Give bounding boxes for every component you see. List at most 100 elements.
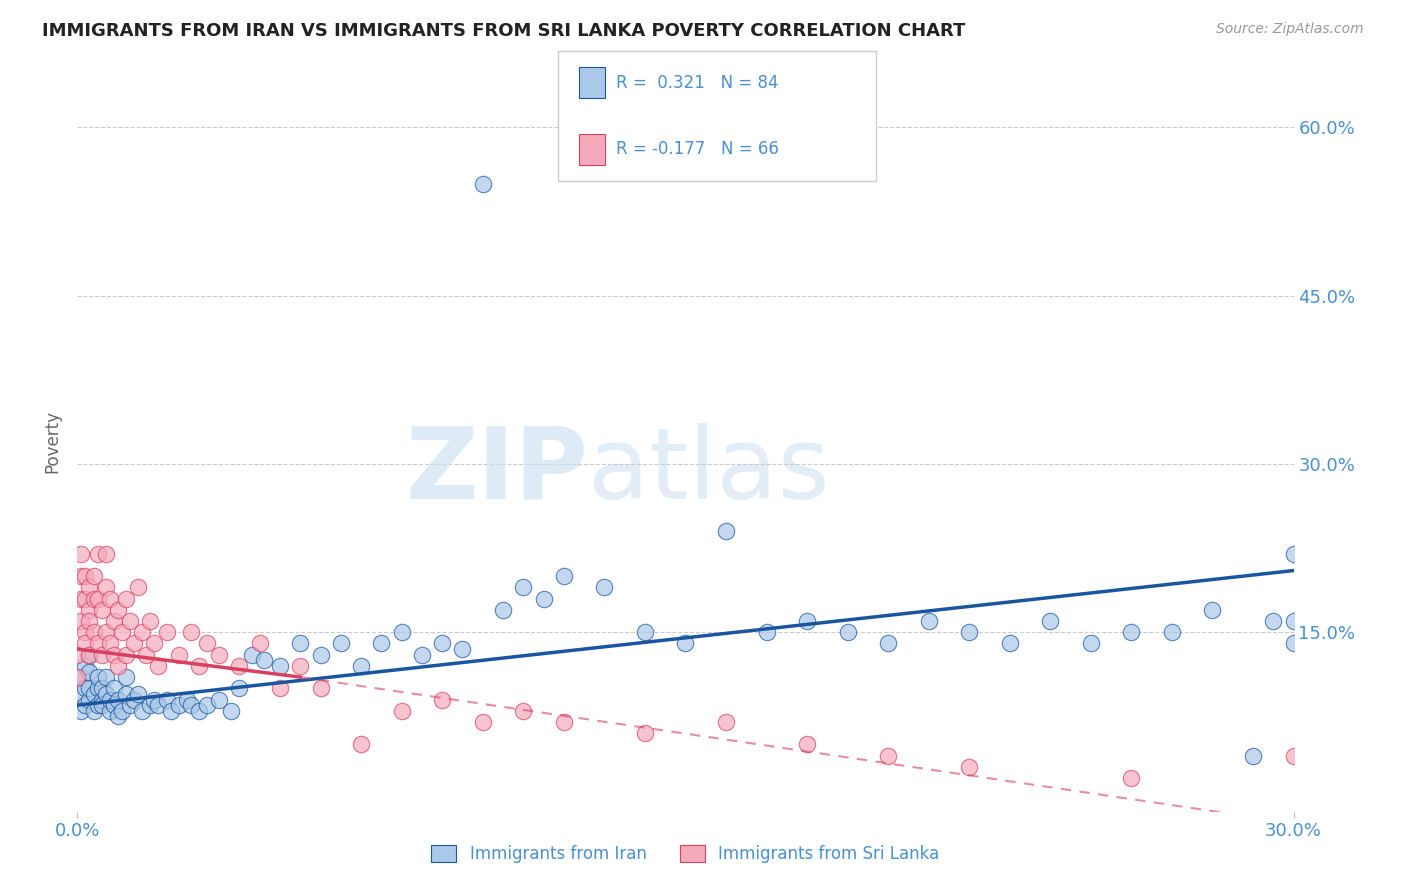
Point xyxy=(94,547,117,561)
Text: Source: ZipAtlas.com: Source: ZipAtlas.com xyxy=(1216,22,1364,37)
Point xyxy=(533,591,555,606)
Point xyxy=(877,636,900,650)
Point xyxy=(86,670,108,684)
Point xyxy=(148,698,170,713)
Point xyxy=(918,614,941,628)
Point xyxy=(143,692,166,706)
Point xyxy=(1263,614,1285,628)
Y-axis label: Poverty: Poverty xyxy=(44,410,62,473)
Point xyxy=(512,704,534,718)
Point xyxy=(70,687,93,701)
Point xyxy=(90,681,112,696)
Point xyxy=(155,625,177,640)
Point xyxy=(79,648,101,662)
Point xyxy=(107,692,129,706)
Point xyxy=(269,681,291,696)
Point xyxy=(195,636,218,650)
Point xyxy=(94,580,117,594)
Point xyxy=(115,670,138,684)
Point xyxy=(471,714,494,729)
Point xyxy=(1080,636,1102,650)
Point xyxy=(208,648,231,662)
Point xyxy=(131,704,153,718)
Text: R = -0.177   N = 66: R = -0.177 N = 66 xyxy=(616,140,779,159)
Point xyxy=(796,738,818,752)
Point xyxy=(195,698,218,713)
Point xyxy=(75,636,97,650)
Point xyxy=(94,625,117,640)
Point xyxy=(957,625,980,640)
Point xyxy=(350,738,373,752)
Point xyxy=(329,636,352,650)
Point xyxy=(634,625,657,640)
Point xyxy=(1201,603,1223,617)
Point xyxy=(131,625,153,640)
Point xyxy=(115,648,138,662)
Point xyxy=(391,625,413,640)
Point xyxy=(66,670,89,684)
Point xyxy=(90,603,112,617)
Point xyxy=(70,569,93,583)
Point xyxy=(249,636,271,650)
Point xyxy=(714,714,737,729)
Point xyxy=(75,659,97,673)
Point xyxy=(167,698,190,713)
Point xyxy=(86,681,108,696)
Point xyxy=(118,614,141,628)
Text: R =  0.321   N = 84: R = 0.321 N = 84 xyxy=(616,73,779,92)
Point xyxy=(94,670,117,684)
Point xyxy=(70,670,93,684)
Point xyxy=(70,591,93,606)
Point xyxy=(228,659,250,673)
Point xyxy=(1241,748,1264,763)
Point xyxy=(79,681,101,696)
Point xyxy=(451,642,474,657)
Point xyxy=(70,704,93,718)
Point xyxy=(430,636,453,650)
Point xyxy=(1282,547,1305,561)
Point xyxy=(139,614,162,628)
Point xyxy=(86,698,108,713)
Point xyxy=(98,704,121,718)
Point xyxy=(94,687,117,701)
Point xyxy=(86,636,108,650)
Point xyxy=(411,648,433,662)
Point xyxy=(309,648,332,662)
Point xyxy=(1282,748,1305,763)
Point xyxy=(188,659,211,673)
Text: IMMIGRANTS FROM IRAN VS IMMIGRANTS FROM SRI LANKA POVERTY CORRELATION CHART: IMMIGRANTS FROM IRAN VS IMMIGRANTS FROM … xyxy=(42,22,966,40)
Legend: Immigrants from Iran, Immigrants from Sri Lanka: Immigrants from Iran, Immigrants from Sr… xyxy=(425,838,946,870)
Point xyxy=(1161,625,1184,640)
Point xyxy=(107,709,129,723)
Point xyxy=(79,692,101,706)
Point xyxy=(1121,771,1143,785)
Point xyxy=(370,636,392,650)
Point xyxy=(471,177,494,191)
Point xyxy=(79,648,101,662)
Point xyxy=(83,591,105,606)
Point xyxy=(1039,614,1062,628)
Point xyxy=(796,614,818,628)
Point xyxy=(290,636,312,650)
Point xyxy=(122,636,145,650)
Point xyxy=(155,692,177,706)
Point xyxy=(98,636,121,650)
Point xyxy=(176,692,198,706)
Point xyxy=(634,726,657,740)
Point xyxy=(593,580,616,594)
Point xyxy=(127,687,149,701)
Point xyxy=(957,760,980,774)
Point xyxy=(755,625,778,640)
Point xyxy=(143,636,166,650)
Point xyxy=(86,547,108,561)
Point xyxy=(83,704,105,718)
Point xyxy=(998,636,1021,650)
Point xyxy=(107,659,129,673)
Point xyxy=(75,681,97,696)
Point xyxy=(1282,614,1305,628)
Point xyxy=(79,665,101,679)
Point xyxy=(75,569,97,583)
Point xyxy=(122,692,145,706)
Point xyxy=(208,692,231,706)
Point xyxy=(70,614,93,628)
